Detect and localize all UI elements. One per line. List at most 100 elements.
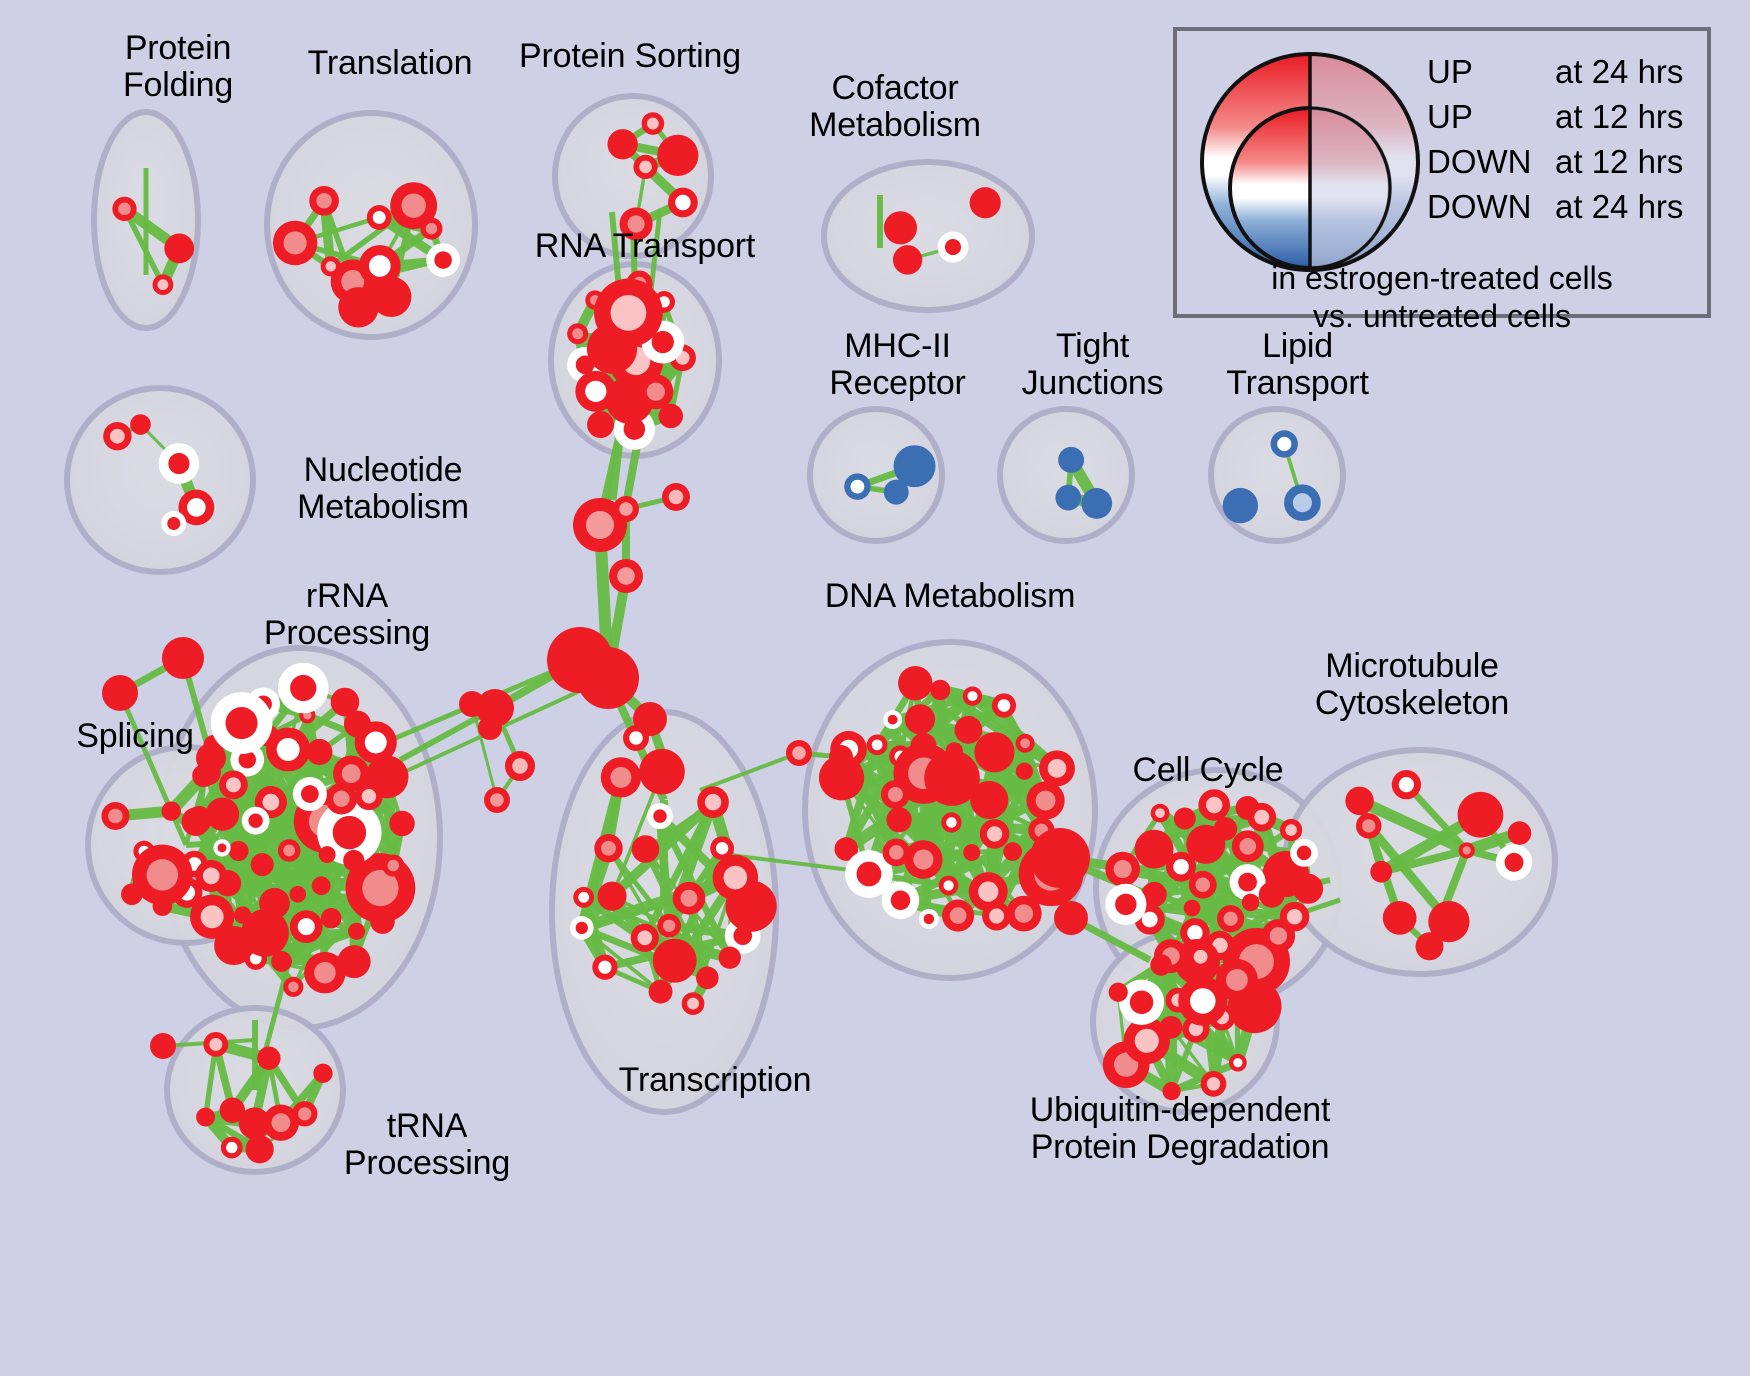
network-node[interactable]: [569, 916, 594, 940]
network-node[interactable]: [1141, 881, 1167, 908]
network-node[interactable]: [982, 901, 1012, 931]
network-node[interactable]: [639, 748, 685, 795]
network-node[interactable]: [262, 1104, 300, 1141]
network-node[interactable]: [196, 743, 226, 773]
network-node[interactable]: [710, 836, 735, 861]
network-node[interactable]: [389, 810, 415, 837]
network-node[interactable]: [1030, 828, 1090, 888]
network-node[interactable]: [1215, 958, 1258, 1001]
network-node[interactable]: [1382, 901, 1417, 935]
network-node[interactable]: [974, 732, 1015, 773]
network-node[interactable]: [638, 374, 674, 410]
network-node[interactable]: [1345, 786, 1374, 816]
network-node[interactable]: [1123, 1017, 1170, 1064]
network-node[interactable]: [577, 647, 639, 709]
network-node[interactable]: [696, 966, 719, 990]
network-node[interactable]: [969, 187, 1001, 219]
network-node[interactable]: [630, 923, 659, 953]
network-node[interactable]: [1015, 762, 1034, 780]
network-node[interactable]: [161, 511, 187, 536]
network-node[interactable]: [597, 881, 627, 911]
network-node[interactable]: [657, 913, 681, 938]
network-node[interactable]: [845, 850, 893, 898]
network-node[interactable]: [1183, 899, 1201, 917]
network-node[interactable]: [658, 403, 683, 429]
network-node[interactable]: [672, 881, 706, 915]
network-node[interactable]: [354, 782, 383, 811]
network-node[interactable]: [213, 839, 231, 857]
network-node[interactable]: [657, 134, 699, 176]
network-node[interactable]: [1258, 881, 1285, 908]
network-node[interactable]: [1081, 488, 1113, 519]
network-node[interactable]: [164, 233, 195, 264]
network-node[interactable]: [1292, 873, 1324, 904]
network-node[interactable]: [600, 757, 642, 798]
network-node[interactable]: [1055, 484, 1082, 511]
network-node[interactable]: [594, 278, 663, 348]
network-node[interactable]: [233, 906, 252, 924]
network-node[interactable]: [718, 946, 741, 969]
network-node[interactable]: [292, 776, 327, 812]
network-node[interactable]: [190, 894, 235, 939]
network-node[interactable]: [573, 886, 595, 908]
network-node[interactable]: [317, 800, 382, 865]
network-node[interactable]: [219, 1097, 246, 1124]
network-node[interactable]: [484, 787, 510, 813]
network-node[interactable]: [338, 287, 379, 328]
network-node[interactable]: [271, 951, 292, 972]
network-node[interactable]: [1188, 870, 1217, 899]
network-node[interactable]: [1003, 842, 1022, 861]
network-node[interactable]: [132, 844, 193, 906]
network-node[interactable]: [681, 992, 705, 1015]
network-node[interactable]: [1507, 821, 1532, 845]
network-node[interactable]: [904, 840, 943, 879]
network-node[interactable]: [320, 907, 342, 929]
network-node[interactable]: [991, 693, 1017, 718]
network-node[interactable]: [1173, 807, 1196, 830]
network-node[interactable]: [185, 806, 213, 833]
network-node[interactable]: [370, 909, 395, 934]
network-node[interactable]: [892, 245, 923, 275]
network-node[interactable]: [203, 1031, 229, 1057]
network-node[interactable]: [1105, 851, 1141, 887]
network-node[interactable]: [292, 1101, 318, 1127]
network-node[interactable]: [1222, 487, 1259, 524]
network-node[interactable]: [866, 734, 888, 756]
network-node[interactable]: [195, 859, 228, 892]
network-node[interactable]: [478, 716, 502, 740]
network-node[interactable]: [880, 780, 910, 809]
network-node[interactable]: [304, 951, 346, 994]
network-node[interactable]: [1187, 943, 1214, 971]
network-node[interactable]: [214, 925, 254, 966]
network-node[interactable]: [318, 846, 336, 864]
network-node[interactable]: [1118, 979, 1165, 1025]
network-node[interactable]: [1159, 1015, 1183, 1039]
network-node[interactable]: [898, 666, 933, 701]
network-node[interactable]: [266, 727, 311, 772]
network-node[interactable]: [161, 801, 181, 821]
network-node[interactable]: [309, 185, 339, 216]
network-node[interactable]: [241, 806, 270, 835]
network-node[interactable]: [238, 1107, 271, 1140]
network-node[interactable]: [257, 1046, 281, 1070]
network-node[interactable]: [641, 112, 665, 135]
network-node[interactable]: [607, 129, 638, 160]
network-node[interactable]: [592, 954, 618, 980]
network-node[interactable]: [1415, 932, 1444, 961]
network-node[interactable]: [886, 807, 912, 833]
network-node[interactable]: [970, 780, 1009, 820]
network-node[interactable]: [1290, 838, 1318, 867]
network-node[interactable]: [277, 662, 329, 714]
network-node[interactable]: [587, 411, 615, 439]
network-node[interactable]: [1247, 802, 1277, 832]
network-node[interactable]: [366, 205, 392, 230]
network-node[interactable]: [1270, 430, 1298, 458]
network-node[interactable]: [1217, 905, 1245, 933]
network-node[interactable]: [881, 881, 920, 920]
network-node[interactable]: [272, 220, 318, 266]
network-node[interactable]: [697, 786, 729, 818]
network-node[interactable]: [786, 740, 812, 766]
network-node[interactable]: [1162, 1082, 1181, 1101]
network-node[interactable]: [1166, 851, 1197, 882]
network-node[interactable]: [1428, 900, 1470, 943]
